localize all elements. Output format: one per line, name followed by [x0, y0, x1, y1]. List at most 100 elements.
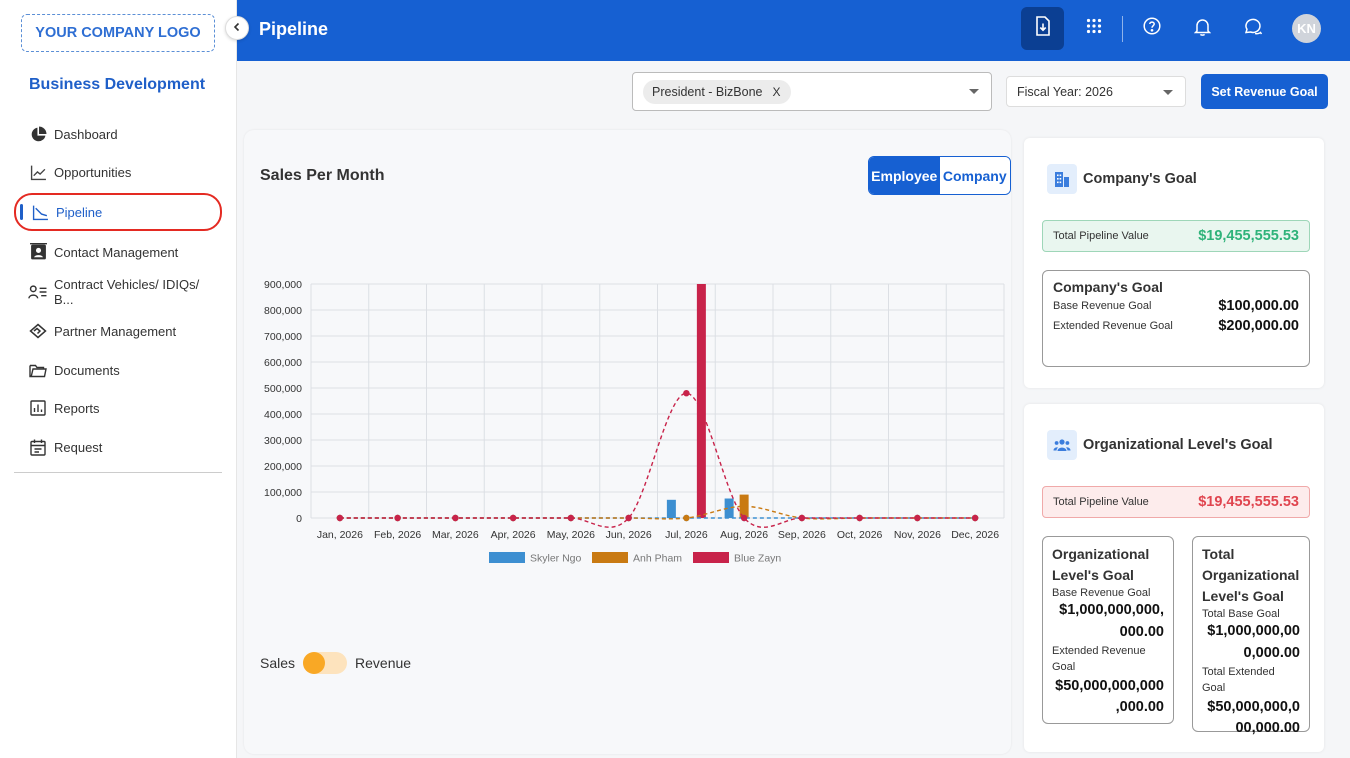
x-tick-label: Nov, 2026: [894, 529, 941, 541]
total-base-goal-value-line2: 0,000.00: [1243, 645, 1300, 662]
sidebar-item-opportunities[interactable]: Opportunities: [14, 155, 222, 189]
company-goal-box: Company's Goal Base Revenue Goal $100,00…: [1042, 270, 1310, 367]
sidebar-item-reports[interactable]: Reports: [14, 391, 222, 425]
bar-blue-zayn: [696, 284, 706, 518]
y-tick-label: 0: [296, 513, 302, 525]
sidebar-item-partner-management[interactable]: Partner Management: [14, 314, 222, 348]
apps-grid-icon: [1086, 18, 1102, 39]
org-extended-goal-value-line1: $50,000,000,000: [1055, 677, 1164, 694]
help-button[interactable]: [1130, 7, 1173, 50]
bar-skyler-ngo: [724, 498, 734, 518]
org-goal-panel: Organizational Level's Goal Total Pipeli…: [1024, 404, 1324, 752]
org-level-goal-title-line2: Level's Goal: [1052, 567, 1134, 583]
point-blue-zayn: [798, 514, 806, 522]
y-tick-label: 700,000: [264, 331, 302, 343]
sidebar-item-contact-management[interactable]: Contact Management: [14, 235, 222, 269]
pipeline-icon: [30, 202, 50, 222]
point-anh-pham: [740, 503, 748, 510]
apps-button[interactable]: [1072, 7, 1115, 50]
toggle-employee[interactable]: Employee: [869, 157, 940, 194]
fiscal-year-select[interactable]: Fiscal Year: 2026: [1006, 76, 1186, 107]
x-tick-label: Jun, 2026: [606, 529, 652, 541]
org-level-goal-box: Organizational Level's Goal Base Revenue…: [1042, 536, 1174, 724]
y-tick-label: 600,000: [264, 357, 302, 369]
total-extended-goal-label: Total Extended Goal: [1202, 665, 1275, 694]
notifications-button[interactable]: [1181, 7, 1224, 50]
toggle-company[interactable]: Company: [939, 157, 1010, 194]
legend-label: Anh Pham: [633, 553, 682, 565]
pipeline-value-amount: $19,455,555.53: [1198, 228, 1299, 244]
point-blue-zayn: [625, 514, 632, 522]
org-base-goal-value-line1: $1,000,000,000,: [1059, 602, 1164, 619]
trend-line-icon: [28, 162, 48, 182]
toolbar-separator: [1122, 16, 1123, 42]
sidebar-item-label: Contact Management: [54, 244, 179, 260]
pipeline-value-label: Total Pipeline Value: [1053, 496, 1149, 508]
contact-card-icon: [28, 242, 48, 262]
y-tick-label: 900,000: [264, 279, 302, 291]
pipeline-value-label: Total Pipeline Value: [1053, 230, 1149, 242]
switch-label-sales: Sales: [260, 655, 296, 671]
org-base-goal-value-line2: 000.00: [1119, 624, 1164, 641]
legend-swatch: [489, 552, 525, 563]
legend-label: Blue Zayn: [734, 553, 781, 565]
y-tick-label: 800,000: [264, 305, 302, 317]
chat-button[interactable]: [1231, 7, 1274, 50]
company-goal-box-title: Company's Goal: [1053, 279, 1163, 295]
point-blue-zayn: [336, 514, 344, 522]
extended-goal-value: $200,000.00: [1218, 318, 1299, 334]
base-goal-value: $100,000.00: [1218, 298, 1299, 314]
total-extended-goal-value-line2: 00,000.00: [1235, 720, 1300, 737]
set-revenue-goal-button[interactable]: Set Revenue Goal: [1201, 74, 1328, 109]
sidebar-item-pipeline[interactable]: Pipeline: [14, 193, 222, 231]
sales-revenue-toggle[interactable]: [303, 652, 348, 674]
folder-icon: [28, 360, 48, 380]
toggle-knob: [303, 652, 326, 674]
x-tick-label: Sep, 2026: [778, 529, 826, 541]
page-title: Pipeline: [259, 19, 329, 39]
pipeline-value-amount: $19,455,555.53: [1198, 494, 1299, 510]
total-org-level-goal-box: Total Organizational Level's Goal Total …: [1192, 536, 1310, 736]
sidebar-item-dashboard[interactable]: Dashboard: [14, 117, 222, 151]
chip-remove-button[interactable]: X: [772, 85, 781, 99]
org-base-goal-label: Base Revenue Goal: [1052, 587, 1151, 599]
x-tick-label: Feb, 2026: [374, 529, 421, 541]
company-goal-title: Company's Goal: [1083, 171, 1197, 187]
y-tick-label: 200,000: [264, 461, 302, 473]
sidebar-item-label: Reports: [54, 400, 100, 416]
x-tick-label: Mar, 2026: [432, 529, 479, 541]
download-button[interactable]: [1021, 7, 1064, 50]
chevron-left-icon: [232, 19, 242, 37]
total-base-goal-label: Total Base Goal: [1202, 608, 1280, 620]
sidebar-item-documents[interactable]: Documents: [14, 353, 222, 387]
point-blue-zayn: [914, 514, 921, 522]
team-icon: [1047, 430, 1077, 460]
sales-per-month-card: Sales Per Month Employee Company 0 100,00…: [244, 130, 1011, 754]
sidebar-item-contract-vehicles[interactable]: Contract Vehicles/ IDIQs/ B...: [14, 275, 222, 309]
sidebar-title: Business Development: [29, 76, 206, 93]
sidebar-divider: [14, 472, 222, 473]
fiscal-year-value: Fiscal Year: 2026: [1017, 84, 1113, 99]
help-icon: [1142, 17, 1161, 40]
sidebar-item-label: Partner Management: [54, 323, 177, 339]
x-tick-label: Dec, 2026: [951, 529, 999, 541]
company-goal-panel: Company's Goal Total Pipeline Value $19,…: [1024, 138, 1324, 388]
chart-title: Sales Per Month: [260, 167, 385, 184]
user-avatar[interactable]: KN: [1292, 14, 1321, 43]
role-filter-select[interactable]: President - BizBone X: [632, 72, 992, 111]
building-icon: [1047, 164, 1077, 194]
company-goal-header: Company's Goal: [1047, 164, 1197, 194]
sales-revenue-switch-row: Sales Revenue: [260, 652, 411, 674]
top-bar: Pipeline KN: [237, 0, 1350, 61]
chevron-down-icon: [969, 89, 979, 94]
sidebar-item-label: Pipeline: [56, 204, 103, 220]
y-tick-label: 500,000: [264, 383, 302, 395]
sidebar-item-request[interactable]: Request: [14, 430, 222, 464]
x-tick-label: Oct, 2026: [837, 529, 883, 541]
sidebar-item-label: Contract Vehicles/ IDIQs/ B...: [53, 277, 200, 307]
chevron-down-icon: [1163, 90, 1173, 95]
sidebar-collapse-button[interactable]: [225, 16, 249, 40]
base-goal-row: Base Revenue Goal $100,000.00: [1053, 298, 1299, 314]
total-extended-goal-value-line1: $50,000,000,0: [1207, 698, 1300, 715]
legend-label: Skyler Ngo: [530, 553, 582, 565]
